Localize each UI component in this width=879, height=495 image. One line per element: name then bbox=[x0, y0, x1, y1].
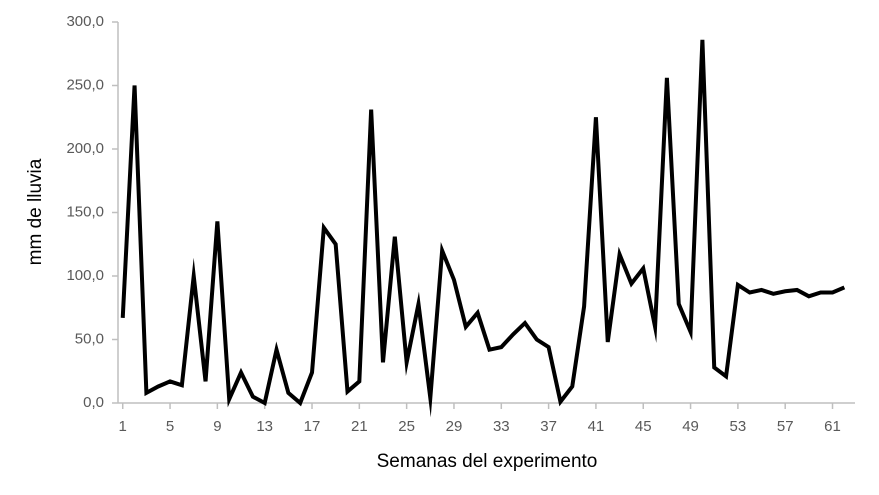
x-tick-label: 5 bbox=[166, 418, 174, 435]
x-tick-label: 25 bbox=[398, 418, 415, 435]
x-tick-label: 61 bbox=[824, 418, 841, 435]
y-tick-label: 300,0 bbox=[66, 13, 104, 30]
x-tick-label: 53 bbox=[730, 418, 747, 435]
y-tick-label: 150,0 bbox=[66, 203, 104, 220]
y-tick-label: 50,0 bbox=[75, 330, 104, 347]
x-tick-label: 17 bbox=[304, 418, 321, 435]
x-tick-label: 29 bbox=[446, 418, 463, 435]
x-tick-label: 49 bbox=[682, 418, 699, 435]
x-tick-label: 9 bbox=[213, 418, 221, 435]
x-tick-label: 21 bbox=[351, 418, 368, 435]
y-tick-label: 100,0 bbox=[66, 267, 104, 284]
y-tick-label: 0,0 bbox=[83, 394, 104, 411]
y-axis-title: mm de lluvia bbox=[25, 158, 46, 265]
y-tick-label: 200,0 bbox=[66, 140, 104, 157]
y-tick-label: 250,0 bbox=[66, 76, 104, 93]
x-tick-label: 1 bbox=[119, 418, 127, 435]
x-tick-label: 37 bbox=[540, 418, 557, 435]
x-tick-label: 13 bbox=[256, 418, 273, 435]
x-axis-title: Semanas del experimento bbox=[377, 451, 598, 472]
x-tick-label: 41 bbox=[588, 418, 605, 435]
data-line bbox=[120, 39, 846, 418]
x-tick-label: 45 bbox=[635, 418, 652, 435]
x-tick-label: 57 bbox=[777, 418, 794, 435]
x-tick-label: 33 bbox=[493, 418, 510, 435]
